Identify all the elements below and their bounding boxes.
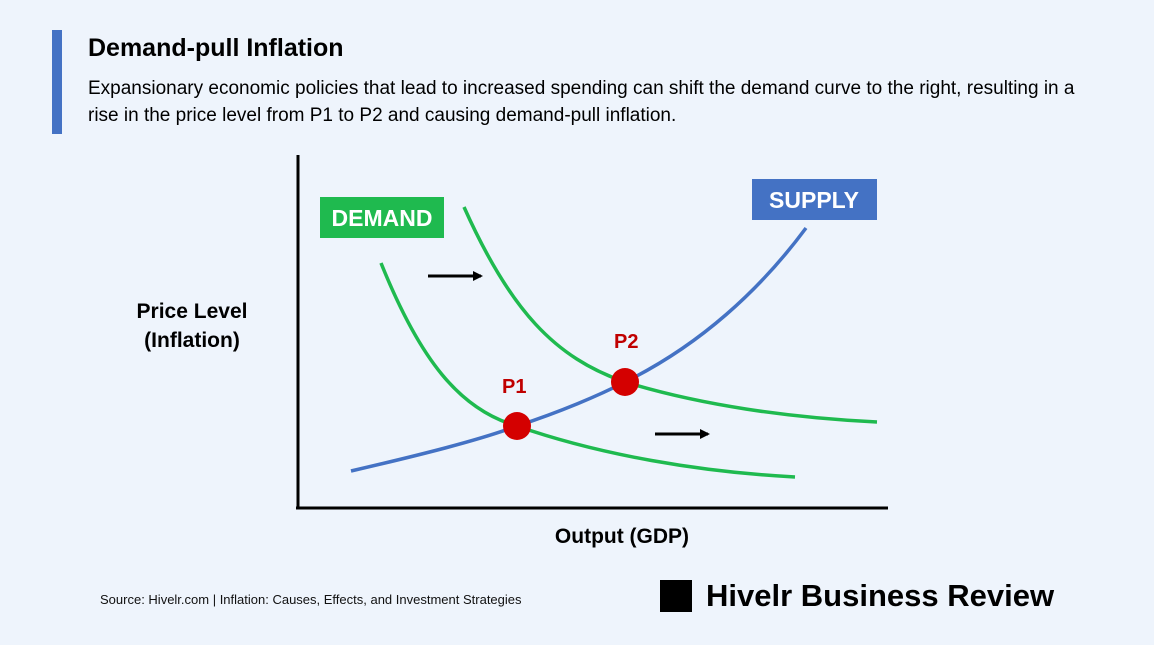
source-note: Source: Hivelr.com | Inflation: Causes, … — [100, 592, 522, 607]
demand-curve-original — [379, 262, 796, 479]
demand-tag: DEMAND — [320, 197, 444, 238]
point-label-p2: P2 — [614, 331, 638, 353]
y-axis-title-line1: Price Level — [137, 300, 248, 323]
equilibrium-point-p1 — [503, 412, 531, 440]
equilibrium-point-p2 — [611, 368, 639, 396]
point-label-p1: P1 — [502, 376, 526, 398]
page-subtitle: Expansionary economic policies that lead… — [88, 78, 1075, 126]
brand-name: Hivelr Business Review — [706, 578, 1055, 613]
brand-logo-icon — [660, 580, 692, 612]
demand-tag-label: DEMAND — [332, 205, 433, 231]
supply-curve — [350, 226, 808, 473]
page-title: Demand-pull Inflation — [88, 34, 344, 62]
brand: Hivelr Business Review — [660, 578, 1054, 614]
supply-tag-label: SUPPLY — [769, 187, 859, 213]
accent-bar — [52, 30, 62, 134]
y-axis-title-line2: (Inflation) — [144, 329, 240, 352]
x-axis-title: Output (GDP) — [555, 525, 689, 548]
supply-tag: SUPPLY — [752, 179, 877, 220]
